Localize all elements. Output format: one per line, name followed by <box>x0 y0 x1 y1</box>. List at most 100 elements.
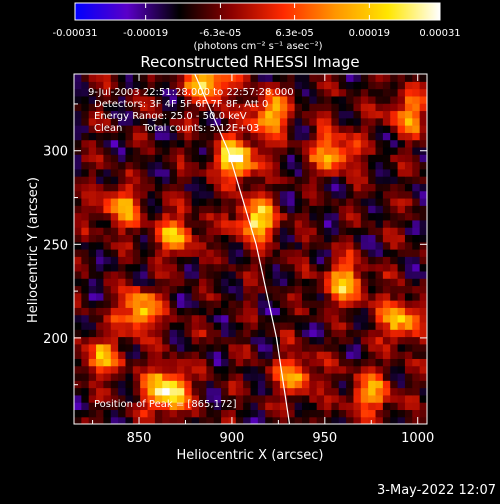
heatmap-cell <box>390 117 399 126</box>
heatmap-cell <box>96 409 105 418</box>
heatmap-cell <box>301 176 310 184</box>
heatmap-cell <box>368 365 377 374</box>
heatmap-cell <box>243 117 252 126</box>
heatmap-cell <box>103 314 112 323</box>
heatmap-cell <box>346 343 355 352</box>
heatmap-cell <box>309 241 318 250</box>
heatmap-cell <box>184 154 193 163</box>
heatmap-cell <box>316 132 325 141</box>
heatmap-cell <box>74 241 82 250</box>
heatmap-cell <box>397 387 406 396</box>
heatmap-cell <box>382 314 391 323</box>
heatmap-cell <box>213 402 222 411</box>
heatmap-cell <box>382 336 391 345</box>
heatmap-cell <box>250 256 259 265</box>
heatmap-cell <box>184 212 193 221</box>
heatmap-cell <box>287 402 296 411</box>
heatmap-cell <box>81 329 90 338</box>
heatmap-cell <box>346 234 355 243</box>
heatmap-cell <box>169 278 178 287</box>
heatmap-cell <box>184 314 193 323</box>
heatmap-cell <box>272 351 281 359</box>
heatmap-cell <box>184 300 193 308</box>
heatmap-cell <box>279 402 288 411</box>
heatmap-cell <box>257 74 266 82</box>
heatmap-cell <box>316 336 325 345</box>
heatmap-cell <box>397 263 406 272</box>
heatmap-cell <box>235 300 244 308</box>
heatmap-cell <box>213 241 222 250</box>
heatmap-cell <box>360 300 369 308</box>
heatmap-cell <box>213 117 222 126</box>
heatmap-cell <box>191 409 200 418</box>
heatmap-cell <box>324 103 332 112</box>
heatmap-cell <box>419 307 427 316</box>
heatmap-cell <box>375 161 384 170</box>
heatmap-cell <box>279 394 288 403</box>
heatmap-cell <box>147 394 156 403</box>
heatmap-cell <box>360 81 369 90</box>
heatmap-cell <box>147 307 156 316</box>
heatmap-cell <box>360 132 369 141</box>
heatmap-cell <box>221 146 230 155</box>
heatmap-cell <box>147 372 156 381</box>
heatmap-cell <box>147 314 156 323</box>
heatmap-cell <box>74 95 82 104</box>
heatmap-cell <box>412 278 421 287</box>
heatmap-cell <box>404 351 413 359</box>
colorbar-tick-label: 6.3e-05 <box>275 28 313 39</box>
heatmap-cell <box>250 197 259 206</box>
heatmap-cell <box>162 227 171 236</box>
heatmap-cell <box>390 314 399 323</box>
heatmap-cell <box>346 190 355 199</box>
heatmap-cell <box>360 95 369 104</box>
heatmap-cell <box>125 161 134 170</box>
heatmap-cell <box>316 278 325 287</box>
heatmap-cell <box>176 329 185 338</box>
heatmap-cell <box>243 154 252 163</box>
heatmap-cell <box>243 329 252 338</box>
heatmap-cell <box>316 314 325 323</box>
x-axis-label: Heliocentric X (arcsec) <box>177 448 324 463</box>
heatmap-cell <box>412 387 421 396</box>
heatmap-cell <box>118 278 127 287</box>
heatmap-cell <box>368 307 377 316</box>
heatmap-cell <box>169 263 178 272</box>
heatmap-cell <box>96 300 105 308</box>
heatmap-cell <box>213 256 222 265</box>
heatmap-cell <box>279 409 288 418</box>
heatmap-cell <box>118 74 127 82</box>
heatmap-cell <box>250 278 259 287</box>
heatmap-cell <box>132 103 141 112</box>
heatmap-cell <box>74 285 82 294</box>
heatmap-cell <box>279 212 288 221</box>
heatmap-cell <box>294 74 303 82</box>
heatmap-cell <box>346 402 355 411</box>
heatmap-cell <box>287 416 296 424</box>
heatmap-cell <box>206 365 215 374</box>
heatmap-cell <box>382 387 391 396</box>
heatmap-cell <box>294 278 303 287</box>
heatmap-cell <box>88 125 97 133</box>
heatmap-cell <box>390 321 399 330</box>
heatmap-cell <box>287 307 296 316</box>
heatmap-cell <box>397 125 406 133</box>
heatmap-cell <box>412 343 421 352</box>
heatmap-cell <box>346 256 355 265</box>
heatmap-cell <box>250 132 259 141</box>
heatmap-cell <box>419 139 427 148</box>
heatmap-cell <box>206 95 215 104</box>
annotation-peak: Position of Peak = [865,172] <box>94 399 237 410</box>
heatmap-cell <box>382 292 391 301</box>
heatmap-cell <box>338 117 347 126</box>
heatmap-cell <box>206 380 215 389</box>
heatmap-cell <box>206 307 215 316</box>
heatmap-cell <box>360 176 369 184</box>
heatmap-cell <box>404 263 413 272</box>
heatmap-cell <box>272 95 281 104</box>
heatmap-cell <box>301 336 310 345</box>
heatmap-cell <box>346 409 355 418</box>
heatmap-cell <box>243 285 252 294</box>
heatmap-cell <box>265 263 274 272</box>
heatmap-cell <box>103 329 112 338</box>
